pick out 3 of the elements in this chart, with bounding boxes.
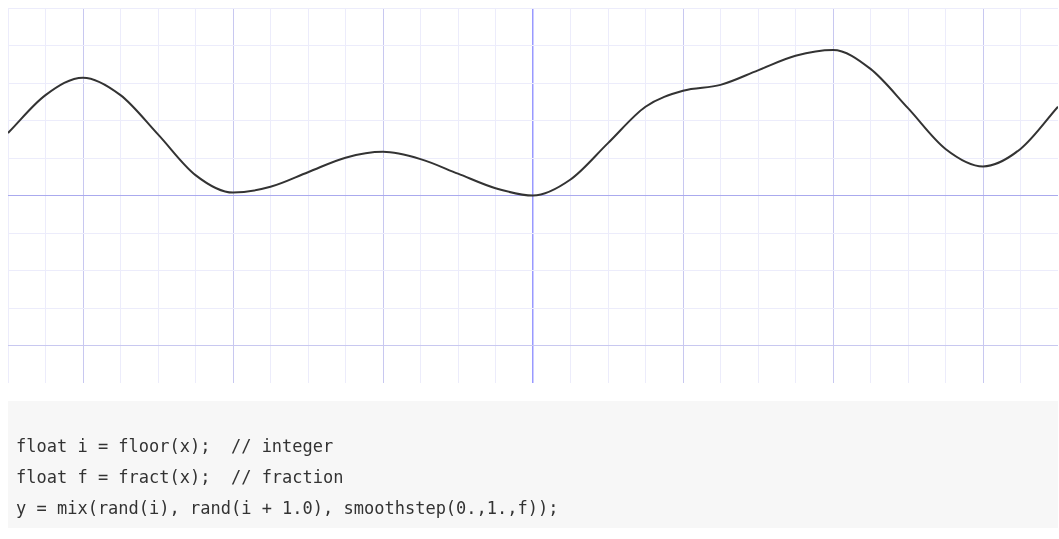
text: float i = floor(x); // integer xyxy=(16,435,335,458)
text: float f = fract(x); // fraction xyxy=(16,466,345,489)
text: y = mix(rand(i), rand(i + 1.0), smoothstep(0.,1.,f)); xyxy=(16,497,560,520)
